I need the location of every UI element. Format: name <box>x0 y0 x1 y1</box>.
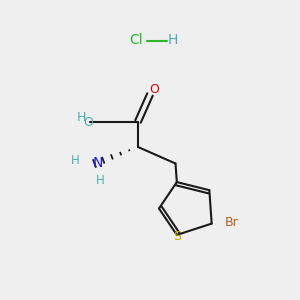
Text: Br: Br <box>224 216 238 229</box>
Text: H: H <box>71 154 80 167</box>
Text: N: N <box>92 156 103 170</box>
Text: H: H <box>167 34 178 47</box>
Text: O: O <box>149 83 159 97</box>
Text: H: H <box>77 111 86 124</box>
Text: Cl: Cl <box>130 34 143 47</box>
Text: O: O <box>84 116 93 129</box>
Text: S: S <box>173 230 181 243</box>
Text: H: H <box>96 173 105 187</box>
